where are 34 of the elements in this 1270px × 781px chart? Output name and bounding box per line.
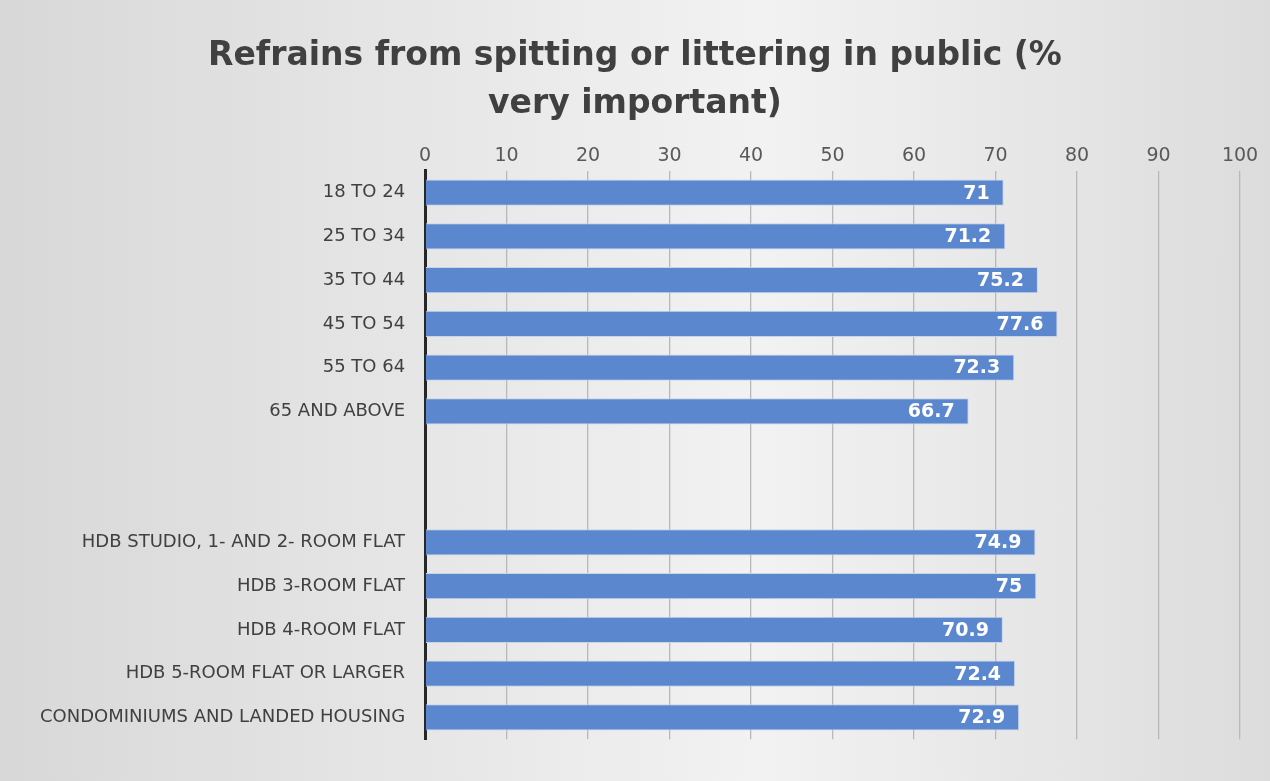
y-tick-label: 18 TO 24	[322, 180, 406, 202]
x-tick-label: 20	[576, 143, 601, 166]
x-tick-label: 50	[820, 143, 845, 166]
y-tick-label: HDB 4-ROOM FLAT	[236, 617, 407, 639]
data-label: 77.6	[996, 311, 1044, 334]
x-tick-label: 90	[1146, 143, 1171, 166]
data-label: 66.7	[907, 399, 955, 422]
y-tick-label: 25 TO 34	[322, 224, 406, 246]
y-tick-label: HDB STUDIO, 1- AND 2- ROOM FLAT	[81, 530, 407, 552]
y-tick-label: 35 TO 44	[322, 267, 406, 289]
y-tick-label: 55 TO 64	[322, 355, 406, 377]
x-tick-label: 80	[1064, 143, 1090, 166]
x-tick-label: 60	[901, 143, 927, 166]
x-tick-label: 10	[494, 143, 519, 166]
x-tick-label: 100	[1221, 143, 1259, 166]
x-tick-label: 70	[983, 143, 1008, 166]
x-tick-label: 40	[738, 143, 764, 166]
chart-title: Refrains from spitting or littering in public (% very important)	[207, 33, 1063, 123]
x-tick-label: 0	[419, 143, 432, 166]
data-label: 74.9	[974, 530, 1022, 553]
data-label: 75	[995, 574, 1023, 597]
data-label: 71.2	[944, 224, 992, 247]
data-label: 72.9	[958, 705, 1006, 728]
y-tick-label: 45 TO 54	[322, 311, 406, 333]
y-tick-label: CONDOMINIUMS AND LANDED HOUSING	[39, 705, 406, 727]
data-label: 72.3	[953, 355, 1001, 378]
data-label: 71	[963, 180, 990, 203]
data-label: 70.9	[941, 617, 989, 640]
y-tick-label: HDB 5-ROOM FLAT OR LARGER	[125, 661, 406, 683]
data-label: 75.2	[977, 268, 1024, 291]
x-tick-label: 30	[657, 143, 682, 166]
y-tick-label: 65 AND ABOVE	[269, 398, 406, 420]
y-tick-label: HDB 3-ROOM FLAT	[236, 573, 407, 595]
data-label: 72.4	[954, 661, 1002, 684]
